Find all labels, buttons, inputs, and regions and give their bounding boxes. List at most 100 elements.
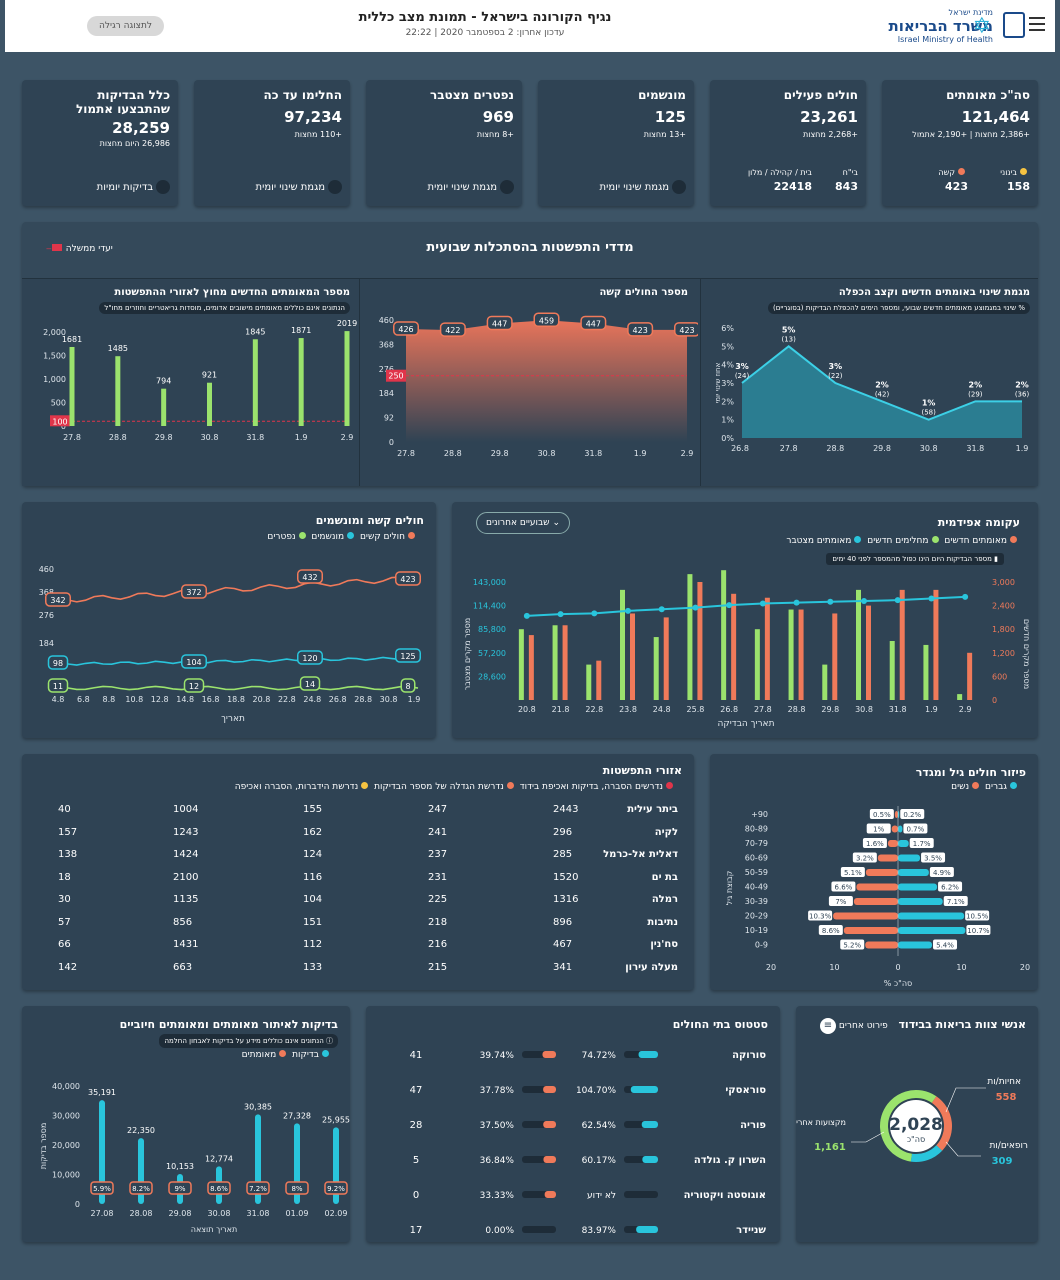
area-name: נתיבות [647, 916, 678, 928]
age-women-bar [877, 854, 898, 862]
weekly-section: מדדי התפשטות בהסתכלות שבועית יעדי ממשלה‒… [22, 222, 1038, 486]
epi-recov-bar [518, 629, 524, 700]
other-detail-button[interactable]: פירוט אחרים ≡ [820, 1018, 888, 1034]
sev-vent-label-box [47, 655, 69, 670]
age-men-bar [898, 811, 900, 818]
table-row[interactable]: נתיבות 896 218 151 856 57 [22, 913, 694, 936]
staff-title: אנשי צוות בריאות בבידוד [898, 1018, 1026, 1031]
age-men-box [900, 809, 925, 819]
c2-label: 426 [398, 325, 413, 334]
area-value: 1243 [173, 826, 199, 838]
epi-ylabel-right: מספר מקרים חדשים [1022, 619, 1031, 689]
age-women-label: 10.3% [809, 913, 832, 921]
c3-ytick: 1,500 [43, 352, 66, 361]
epi-cum-point [726, 602, 733, 609]
c3-label: 1681 [62, 335, 82, 344]
area-value: 296 [553, 826, 573, 838]
age-men-bar [898, 869, 929, 876]
last-updated: עדכון אחרון: 2 בספטמבר 2020 | 22:22 [405, 28, 565, 38]
table-row[interactable]: לקיה 296 241 162 1243 157 [22, 823, 694, 846]
hosp-occ-bar [638, 1051, 658, 1058]
area-value: 341 [553, 961, 573, 973]
hosp-occ-label: 104.70% [576, 1086, 616, 1096]
c1-label: 2% [1015, 380, 1029, 389]
c1-line [741, 345, 1022, 421]
trend-link[interactable]: מגמת שינוי יומית [428, 180, 514, 194]
sev-xtick: 10.8 [125, 695, 143, 704]
c1-xtick: 26.8 [731, 444, 749, 453]
c2-label-box [627, 322, 654, 337]
c1-xtick: 30.8 [920, 444, 938, 453]
c2-label: 423 [633, 326, 648, 335]
age-group: 60-69 [745, 854, 768, 863]
card-deaths: נפטרים מצטבר 969 +8 מחצות מגמת שינוי יומ… [366, 80, 522, 206]
table-row[interactable]: דאלית אל-כרמל 285 237 124 1424 138 [22, 845, 694, 868]
c1-xtick: 1.9 [1016, 444, 1029, 453]
c3-bar [161, 388, 167, 426]
hospitals-card: סטטוס בתי החולים סורוקה 74.72% 39.74% 41 סור… [366, 1006, 780, 1242]
age-xlabel: % סה"כ [884, 979, 912, 988]
sev-severe-label: 372 [186, 588, 201, 597]
sev-severe-label-box [45, 592, 71, 607]
trend-link[interactable]: מגמת שינוי יומית [600, 180, 686, 194]
age-women-bar [887, 840, 898, 847]
tests-pct-box [324, 1181, 348, 1195]
epi-cum-point [827, 598, 834, 605]
table-row[interactable]: סח'נין 467 216 112 1431 66 [22, 935, 694, 958]
sev-severe-line [67, 576, 419, 603]
period-dropdown[interactable]: שבועיים אחרונים ⌄ [476, 512, 570, 534]
c1-ytick: 1% [721, 416, 734, 425]
area-name: ביתר עילית [627, 804, 678, 815]
age-group: 30-39 [745, 897, 768, 906]
tests-pct-label: 8.2% [132, 1185, 150, 1193]
menu-icon[interactable] [1029, 17, 1045, 31]
c3-label: 1845 [245, 327, 265, 336]
hosp-occ-label: 83.97% [582, 1226, 617, 1236]
c1-ytick: 3% [721, 379, 734, 388]
epi-xtick: 20.8 [518, 705, 536, 714]
area-value: 1520 [553, 871, 579, 883]
age-women-box [818, 925, 843, 935]
age-women-label: 6.6% [835, 884, 853, 892]
sev-dead-label: 14 [305, 680, 315, 689]
epi-recov-bar [856, 589, 861, 700]
epi-rtick-zero: 0 [992, 696, 997, 705]
tests-xtick: 30.08 [208, 1209, 231, 1218]
c3-bar [69, 346, 75, 426]
age-women-label: 8.6% [822, 927, 840, 935]
age-group: 40-49 [745, 883, 768, 892]
tests-pct-label: 5.9% [93, 1185, 111, 1193]
epi-recov-bar [788, 609, 794, 700]
chevron-down-icon: ⌄ [552, 518, 560, 528]
area-name: לקיה [654, 826, 678, 838]
areas-table: ביתר עילית 2443 247 155 1004 40 לקיה 296 241 162 1… [22, 800, 694, 980]
table-row[interactable]: בת ים 1520 231 116 2100 18 [22, 868, 694, 891]
hospital-name: סורוקה [732, 1050, 766, 1061]
c3-xtick: 2.9 [341, 433, 354, 442]
tests-bar-label: 22,350 [127, 1126, 155, 1135]
table-row[interactable]: רמלה 1316 225 104 1135 30 [22, 890, 694, 913]
c2-xtick: 1.9 [634, 449, 647, 456]
epi-new-bar [832, 613, 838, 700]
age-group: 50-59 [745, 868, 768, 877]
epi-xtick: 28.8 [788, 705, 806, 714]
table-row[interactable]: מעלה עירון 341 215 133 663 142 [22, 958, 694, 981]
c1-note: % שינוי במגמוצע מאומתים חדשים שבועי, ומס… [767, 302, 1030, 314]
epi-ltick: 85,800 [478, 625, 506, 634]
age-men-bar [898, 825, 903, 833]
table-row[interactable]: ביתר עילית 2443 247 155 1004 40 [22, 800, 694, 823]
epi-rtick: 600 [992, 672, 1007, 681]
normal-view-button[interactable]: לתצוגה רגילה [87, 16, 164, 36]
daily-tests-link[interactable]: בדיקות יומיות [97, 180, 170, 194]
trend-link[interactable]: מגמת שינוי יומית [256, 180, 342, 194]
area-name: מעלה עירון [625, 961, 678, 973]
sev-xtick: 24.8 [303, 695, 321, 704]
c2-xtick: 27.8 [397, 449, 415, 456]
epi-xtick: 25.8 [687, 705, 705, 714]
epi-ltick: 114,400 [473, 602, 506, 611]
tests-xtick: 31.08 [247, 1209, 270, 1218]
tests-pct-label: 7.2% [249, 1185, 267, 1193]
sev-severe-label-box [181, 584, 207, 599]
sev-xtick: 28.8 [354, 695, 372, 704]
c1-ytick: 4% [721, 361, 734, 370]
